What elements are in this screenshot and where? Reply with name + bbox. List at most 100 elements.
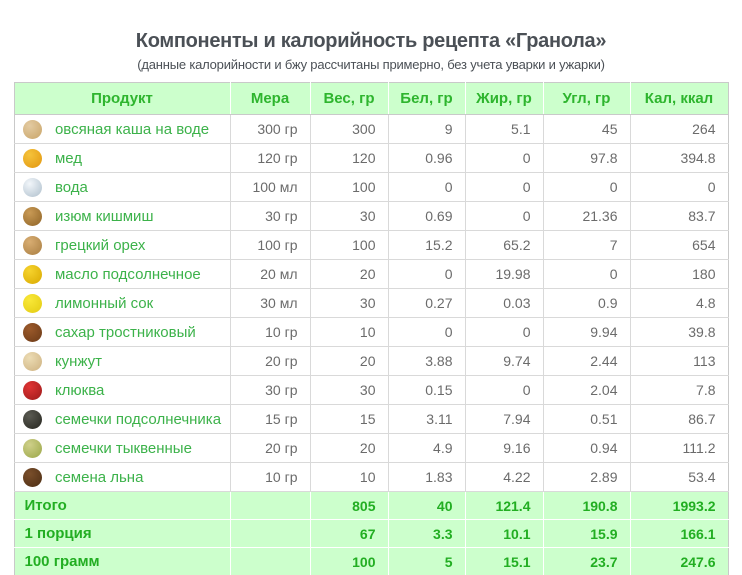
kcal-value: 264 (630, 114, 728, 144)
carbs-value: 97.8 (543, 143, 631, 173)
product-name[interactable]: семена льна (54, 468, 144, 486)
product-cell: изюм кишмиш (14, 201, 231, 231)
table-header: Продукт Мера Вес, гр Бел, гр Жир, гр Угл… (14, 82, 728, 115)
product-cell: кунжут (14, 346, 231, 376)
fat-value: 0.03 (465, 288, 544, 318)
product-cell: вода (14, 172, 231, 202)
weight-value: 120 (310, 143, 389, 173)
carbs-value: 0.94 (543, 433, 631, 463)
carbs-value: 0.51 (543, 404, 631, 434)
weight-value: 100 (310, 172, 389, 202)
product-cell: мед (14, 143, 231, 173)
product-name[interactable]: масло подсолнечное (54, 265, 201, 283)
measure-value: 30 гр (230, 201, 311, 231)
column-header-carbs: Угл, гр (543, 82, 631, 115)
fat-value: 5.1 (465, 114, 544, 144)
sunflower-seeds-icon (22, 409, 42, 429)
per-100g-measure (230, 547, 311, 575)
table-row: масло подсолнечное 20 мл 20 0 19.98 0 18… (14, 259, 728, 289)
protein-value: 9 (388, 114, 466, 144)
protein-value: 0 (388, 317, 466, 347)
protein-value: 0.15 (388, 375, 466, 405)
product-name[interactable]: вода (54, 178, 88, 196)
product-cell: лимонный сок (14, 288, 231, 318)
product-name[interactable]: изюм кишмиш (54, 207, 154, 225)
product-name[interactable]: сахар тростниковый (54, 323, 196, 341)
header-row: Продукт Мера Вес, гр Бел, гр Жир, гр Угл… (14, 82, 728, 115)
weight-value: 15 (310, 404, 389, 434)
protein-value: 3.11 (388, 404, 466, 434)
measure-value: 100 гр (230, 230, 311, 260)
per-portion-weight: 67 (310, 519, 389, 548)
product-cell: грецкий орех (14, 230, 231, 260)
per-portion-kcal: 166.1 (630, 519, 728, 548)
product-name[interactable]: семечки тыквенные (54, 439, 192, 457)
measure-value: 120 гр (230, 143, 311, 173)
weight-value: 20 (310, 259, 389, 289)
product-name[interactable]: семечки подсолнечника (54, 410, 222, 428)
fat-value: 9.16 (465, 433, 544, 463)
weight-value: 300 (310, 114, 389, 144)
per-100g-carbs: 23.7 (543, 547, 631, 575)
table-footer: Итого 805 40 121.4 190.8 1993.2 1 порция… (14, 491, 728, 575)
column-header-product: Продукт (14, 82, 231, 115)
pumpkin-seeds-icon (22, 438, 42, 458)
per-100g-protein: 5 (388, 547, 466, 575)
sunflower-oil-icon (22, 264, 42, 284)
product-cell: масло подсолнечное (14, 259, 231, 289)
column-header-measure: Мера (230, 82, 311, 115)
cane-sugar-icon (22, 322, 42, 342)
fat-value: 0 (465, 201, 544, 231)
product-name[interactable]: мед (54, 149, 83, 167)
measure-value: 100 мл (230, 172, 311, 202)
product-cell: овсяная каша на воде (14, 114, 231, 144)
column-header-fat: Жир, гр (465, 82, 544, 115)
per-portion-measure (230, 519, 311, 548)
protein-value: 3.88 (388, 346, 466, 376)
product-cell: клюква (14, 375, 231, 405)
kcal-value: 180 (630, 259, 728, 289)
protein-value: 4.9 (388, 433, 466, 463)
carbs-value: 2.89 (543, 462, 631, 492)
column-header-protein: Бел, гр (388, 82, 466, 115)
weight-value: 20 (310, 346, 389, 376)
per-portion-fat: 10.1 (465, 519, 544, 548)
fat-value: 0 (465, 172, 544, 202)
per-100g-label: 100 грамм (14, 547, 231, 575)
kcal-value: 86.7 (630, 404, 728, 434)
table-row: мед 120 гр 120 0.96 0 97.8 394.8 (14, 143, 728, 173)
product-cell: семечки тыквенные (14, 433, 231, 463)
column-header-weight: Вес, гр (310, 82, 389, 115)
table-row: семечки подсолнечника 15 гр 15 3.11 7.94… (14, 404, 728, 434)
measure-value: 20 гр (230, 346, 311, 376)
product-name[interactable]: клюква (54, 381, 105, 399)
flax-seeds-icon (22, 467, 42, 487)
kcal-value: 53.4 (630, 462, 728, 492)
carbs-value: 45 (543, 114, 631, 144)
measure-value: 20 гр (230, 433, 311, 463)
table-row: овсяная каша на воде 300 гр 300 9 5.1 45… (14, 114, 728, 144)
weight-value: 30 (310, 375, 389, 405)
table-row: изюм кишмиш 30 гр 30 0.69 0 21.36 83.7 (14, 201, 728, 231)
per-portion-label: 1 порция (14, 519, 231, 548)
per-100g-weight: 100 (310, 547, 389, 575)
nutrition-table: Продукт Мера Вес, гр Бел, гр Жир, гр Угл… (13, 82, 729, 575)
per-portion-row: 1 порция 67 3.3 10.1 15.9 166.1 (14, 519, 728, 548)
weight-value: 30 (310, 201, 389, 231)
product-name[interactable]: кунжут (54, 352, 103, 370)
carbs-value: 0 (543, 259, 631, 289)
kcal-value: 111.2 (630, 433, 728, 463)
table-body: овсяная каша на воде 300 гр 300 9 5.1 45… (14, 114, 728, 492)
water-glass-icon (22, 177, 42, 197)
product-name[interactable]: лимонный сок (54, 294, 154, 312)
total-label: Итого (14, 491, 231, 520)
kcal-value: 83.7 (630, 201, 728, 231)
product-name[interactable]: овсяная каша на воде (54, 120, 210, 138)
product-cell: сахар тростниковый (14, 317, 231, 347)
per-100g-row: 100 грамм 100 5 15.1 23.7 247.6 (14, 547, 728, 575)
kcal-value: 0 (630, 172, 728, 202)
product-name[interactable]: грецкий орех (54, 236, 146, 254)
weight-value: 10 (310, 462, 389, 492)
fat-value: 9.74 (465, 346, 544, 376)
